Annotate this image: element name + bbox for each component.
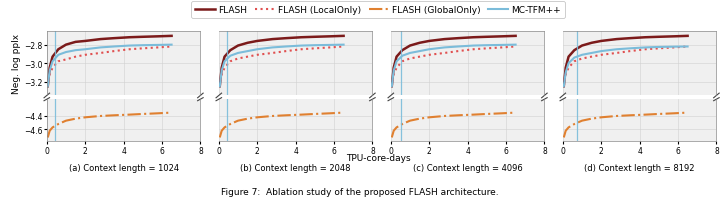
Y-axis label: Neg. log pplx: Neg. log pplx — [12, 34, 22, 94]
Text: (a) Context length = 1024: (a) Context length = 1024 — [68, 163, 179, 172]
Legend: FLASH, FLASH (LocalOnly), FLASH (GlobalOnly), MC-TFM++: FLASH, FLASH (LocalOnly), FLASH (GlobalO… — [192, 2, 564, 19]
Text: Figure 7:  Ablation study of the proposed FLASH architecture.: Figure 7: Ablation study of the proposed… — [221, 187, 499, 196]
Text: (c) Context length = 4096: (c) Context length = 4096 — [413, 163, 523, 172]
Text: TPU-core-days: TPU-core-days — [346, 153, 410, 162]
Text: (b) Context length = 2048: (b) Context length = 2048 — [240, 163, 351, 172]
Text: (d) Context length = 8192: (d) Context length = 8192 — [585, 163, 695, 172]
